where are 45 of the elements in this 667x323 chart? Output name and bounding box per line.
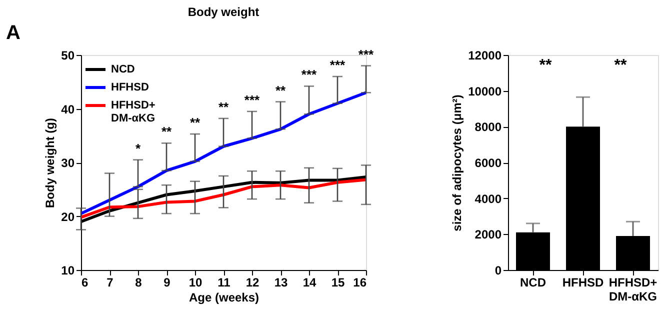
y-tick-label: 30 (61, 156, 75, 170)
x-tick-label: NCD (520, 276, 546, 290)
legend-label: HFHSD (111, 82, 149, 94)
legend-label: NCD (111, 64, 135, 76)
x-tick-label: 14 (302, 276, 316, 290)
y-tick-label: 2000 (474, 228, 502, 242)
x-tick-label: 13 (274, 276, 288, 290)
y-axis-title: Body weight (g) (43, 118, 58, 208)
x-tick-label: 6 (82, 276, 88, 290)
legend-label: HFHSD+ DM-αKG (111, 100, 156, 124)
annotation: ** (539, 57, 552, 74)
y-tick-label: 4000 (474, 192, 502, 206)
y-tick-label: 6000 (474, 156, 502, 170)
annotation: *** (244, 92, 261, 108)
y-axis-title: size of adipocytes (μm²) (450, 94, 464, 232)
annotation: ** (161, 124, 172, 140)
y-tick-label: 50 (61, 48, 75, 62)
y-tick-label: 10 (61, 264, 75, 278)
x-tick-label: HFHSD+ DM-αKG (608, 276, 658, 304)
x-tick-label: HFHSD (562, 276, 604, 290)
text: A (6, 22, 20, 44)
chart-title: Body weight (188, 5, 260, 19)
y-tick-label: 12000 (468, 48, 502, 62)
x-tick-label: 11 (218, 276, 231, 290)
x-tick-label: 8 (135, 276, 142, 290)
x-tick-label: 10 (188, 276, 202, 290)
x-tick-label: 12 (246, 276, 260, 290)
annotation: ** (218, 99, 230, 114)
x-tick-label: 15 (331, 276, 345, 290)
y-tick-label: 20 (61, 210, 75, 224)
annotation: ** (275, 82, 286, 98)
x-tick-label: 9 (164, 276, 171, 290)
annotation: ** (614, 57, 628, 74)
annotation: *** (301, 67, 318, 82)
annotation: *** (358, 46, 375, 62)
annotation: ** (190, 115, 201, 130)
y-tick-label: 40 (61, 102, 75, 116)
y-tick-label: 8000 (474, 120, 502, 134)
y-tick-label: 0 (494, 264, 502, 278)
x-axis-title: Age (weeks) (188, 290, 260, 304)
x-tick-label: 16 (353, 276, 367, 290)
x-tick-label: 7 (106, 276, 114, 290)
annotation: * (135, 140, 142, 156)
y-tick-label: 10000 (468, 84, 502, 98)
annotation: *** (330, 58, 346, 72)
